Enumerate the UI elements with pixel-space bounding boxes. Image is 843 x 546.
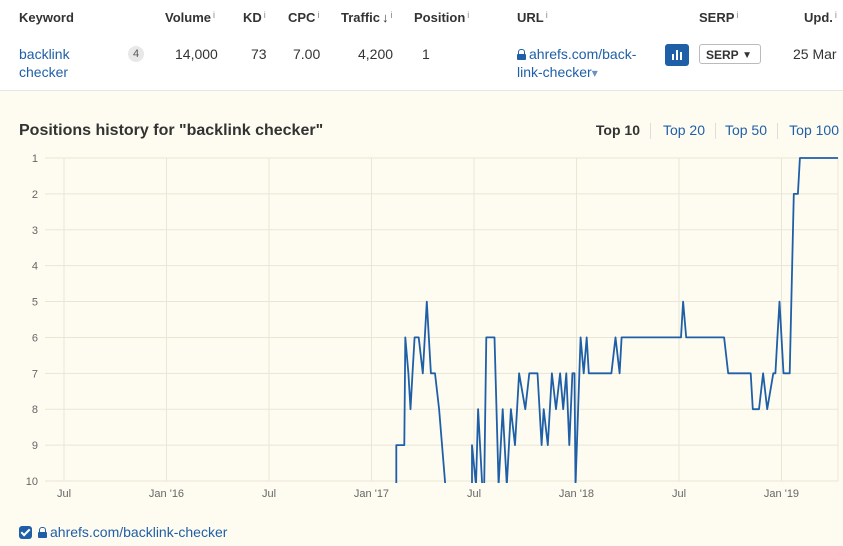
info-icon[interactable]: i <box>390 10 393 20</box>
keyword-link[interactable]: backlink checker <box>19 45 70 81</box>
positions-history-title: Positions history for "backlink checker" <box>19 122 324 139</box>
header-kd-label: KD <box>243 10 262 25</box>
header-keyword-label: Keyword <box>19 10 74 25</box>
position-chart-button[interactable] <box>665 44 689 66</box>
info-icon[interactable]: i <box>736 10 739 20</box>
header-updated-label: Upd. <box>804 10 833 25</box>
y-tick-label: 5 <box>32 297 38 309</box>
bar-chart-icon-bar <box>680 52 682 60</box>
header-url[interactable]: URL i <box>517 10 548 25</box>
header-volume[interactable]: Volume i <box>165 10 215 25</box>
url-line-2[interactable]: link-checker <box>517 64 592 80</box>
legend-checkbox[interactable] <box>19 526 32 539</box>
keyword-line-2[interactable]: checker <box>19 64 69 80</box>
header-serp[interactable]: SERP i <box>699 10 738 25</box>
position-value: 1 <box>422 46 430 62</box>
header-serp-label: SERP <box>699 10 735 25</box>
y-tick-label: 10 <box>26 476 38 488</box>
info-icon[interactable]: i <box>834 10 837 20</box>
x-tick-label: Jan '19 <box>764 488 799 500</box>
bar-chart-icon-bar <box>676 50 678 60</box>
header-traffic-label: Traffic <box>341 10 381 25</box>
header-traffic[interactable]: Traffic ↓ i <box>341 10 393 25</box>
y-tick-label: 8 <box>32 404 38 416</box>
tab-divider <box>777 123 778 139</box>
tab-divider <box>715 123 716 139</box>
x-tick-label: Jul <box>672 488 686 500</box>
header-position-label: Position <box>414 10 466 25</box>
lock-icon <box>38 527 47 538</box>
table-header-row: Keyword Volume i KD i CPC i Traffic ↓ i Posit… <box>0 0 843 37</box>
info-icon[interactable]: i <box>467 10 470 20</box>
x-tick-label: Jul <box>467 488 481 500</box>
serp-dropdown-button[interactable]: SERP ▼ <box>699 44 761 64</box>
y-tick-label: 6 <box>32 332 38 344</box>
y-tick-label: 1 <box>32 153 38 165</box>
legend-item[interactable]: ahrefs.com/backlink-checker <box>19 524 227 540</box>
keyword-line-1[interactable]: backlink <box>19 46 70 62</box>
y-tick-label: 9 <box>32 440 38 452</box>
tab-top-50[interactable]: Top 50 <box>724 122 767 138</box>
x-tick-label: Jan '18 <box>559 488 594 500</box>
caret-down-icon: ▼ <box>742 50 752 61</box>
header-position[interactable]: Position i <box>414 10 469 25</box>
info-icon[interactable]: i <box>213 10 215 20</box>
header-cpc-label: CPC <box>288 10 316 25</box>
x-tick-label: Jan '16 <box>149 488 184 500</box>
y-axis-labels: 1 2 3 4 5 6 7 8 9 10 <box>26 153 38 488</box>
header-keyword[interactable]: Keyword <box>19 10 74 25</box>
header-url-label: URL <box>517 10 544 25</box>
x-axis-labels: Jul Jan '16 Jul Jan '17 Jul Jan '18 Jul Jan '19 <box>57 488 799 500</box>
tab-divider <box>650 123 651 139</box>
serp-features-badge: 4 <box>128 46 144 62</box>
chart-grid <box>45 157 839 482</box>
y-tick-label: 3 <box>32 225 38 237</box>
positions-history-panel: Positions history for "backlink checker"… <box>0 91 843 546</box>
tab-top-100[interactable]: Top 100 <box>789 122 839 138</box>
volume-value: 14,000 <box>175 46 218 62</box>
url-link[interactable]: ahrefs.com/back- link-checker▾ <box>517 45 636 82</box>
y-tick-label: 4 <box>32 261 38 273</box>
header-kd[interactable]: KD i <box>243 10 266 25</box>
positions-history-chart[interactable]: 1 2 3 4 5 6 7 8 9 10 Jul Jan '16 Jul Jan '17 Jul Jan '… <box>0 91 843 511</box>
info-icon[interactable]: i <box>317 10 320 20</box>
table-row: backlink checker 4 14,000 73 7.00 4,200 … <box>0 36 843 91</box>
updated-value: 25 Mar <box>793 46 837 62</box>
header-updated[interactable]: Upd. i <box>804 10 837 25</box>
cpc-value: 7.00 <box>293 46 321 62</box>
tab-top-20[interactable]: Top 20 <box>662 122 705 138</box>
position-series-line <box>395 157 838 483</box>
y-tick-label: 7 <box>32 368 38 380</box>
x-tick-label: Jul <box>262 488 276 500</box>
traffic-value: 4,200 <box>358 46 394 62</box>
serp-button-label: SERP <box>706 48 739 62</box>
url-line-1[interactable]: ahrefs.com/back- <box>529 46 637 62</box>
kd-value: 73 <box>251 46 267 62</box>
y-tick-label: 2 <box>32 189 38 201</box>
sort-desc-icon: ↓ <box>382 10 389 25</box>
x-tick-label: Jul <box>57 488 71 500</box>
header-cpc[interactable]: CPC i <box>288 10 319 25</box>
x-tick-label: Jan '17 <box>354 488 389 500</box>
tab-top-10[interactable]: Top 10 <box>595 122 640 138</box>
chevron-down-icon[interactable]: ▾ <box>591 66 598 80</box>
lock-icon <box>517 49 526 60</box>
legend-url-link[interactable]: ahrefs.com/backlink-checker <box>50 524 228 540</box>
header-volume-label: Volume <box>165 10 211 25</box>
info-icon[interactable]: i <box>545 10 548 20</box>
info-icon[interactable]: i <box>263 10 266 20</box>
bar-chart-icon-bar <box>672 54 674 60</box>
